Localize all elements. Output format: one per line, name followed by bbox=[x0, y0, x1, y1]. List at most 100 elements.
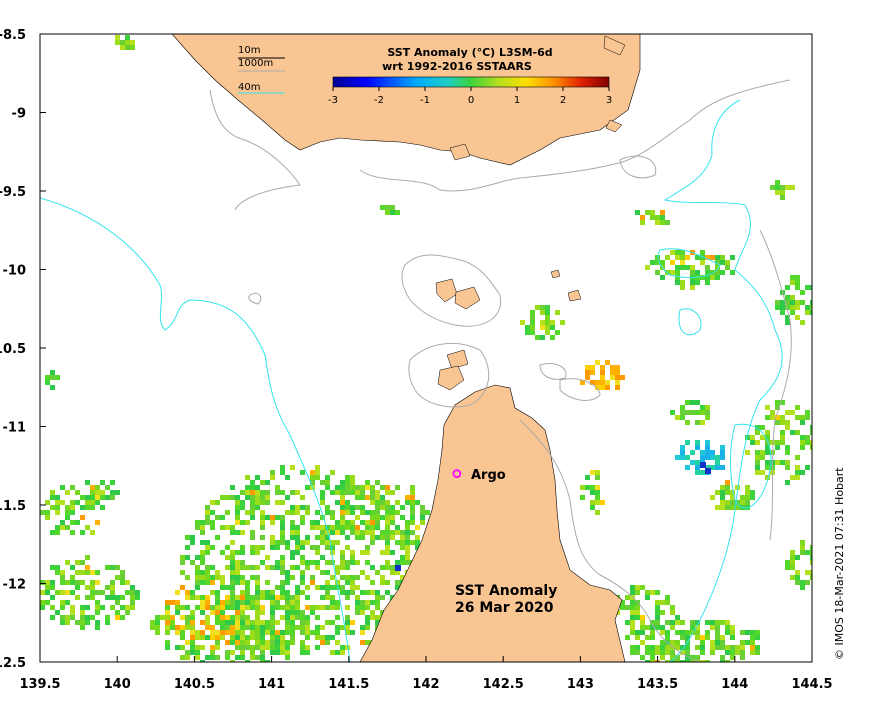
sst-pixel bbox=[660, 610, 665, 615]
sst-pixel bbox=[260, 605, 265, 610]
sst-pixel bbox=[245, 635, 250, 640]
sst-pixel bbox=[400, 575, 405, 580]
sst-pixel bbox=[810, 285, 812, 290]
sst-pixel bbox=[275, 565, 280, 570]
sst-pixel bbox=[355, 610, 360, 615]
sst-pixel bbox=[215, 600, 220, 605]
sst-pixel bbox=[95, 610, 100, 615]
sst-pixel bbox=[365, 620, 370, 625]
sst-pixel bbox=[70, 485, 75, 490]
sst-pixel bbox=[325, 585, 330, 590]
sst-pixel bbox=[285, 610, 290, 615]
x-tick-label: 142.5 bbox=[483, 677, 524, 692]
sst-pixel bbox=[235, 630, 240, 635]
sst-pixel bbox=[255, 635, 260, 640]
sst-pixel bbox=[695, 400, 700, 405]
sst-pixel bbox=[725, 625, 730, 630]
sst-pixel bbox=[345, 620, 350, 625]
sst-pixel bbox=[180, 655, 185, 660]
sst-pixel bbox=[345, 475, 350, 480]
sst-pixel bbox=[95, 620, 100, 625]
sst-pixel bbox=[410, 485, 415, 490]
sst-pixel bbox=[300, 630, 305, 635]
sst-pixel bbox=[375, 490, 380, 495]
sst-pixel bbox=[265, 625, 270, 630]
sst-pixel bbox=[590, 380, 595, 385]
sst-pixel bbox=[690, 660, 695, 662]
sst-pixel bbox=[655, 270, 660, 275]
sst-pixel bbox=[700, 255, 705, 260]
sst-pixel bbox=[805, 580, 810, 585]
sst-pixel bbox=[235, 610, 240, 615]
sst-pixel bbox=[95, 490, 100, 495]
sst-pixel bbox=[670, 270, 675, 275]
sst-pixel bbox=[290, 490, 295, 495]
sst-pixel bbox=[90, 595, 95, 600]
colorbar-tick-label: 2 bbox=[560, 95, 566, 106]
sst-pixel bbox=[790, 275, 795, 280]
sst-pixel bbox=[640, 585, 645, 590]
sst-pixel bbox=[80, 615, 85, 620]
sst-pixel bbox=[790, 305, 795, 310]
sst-pixel bbox=[425, 510, 430, 515]
sst-pixel bbox=[600, 500, 605, 505]
sst-pixel bbox=[105, 485, 110, 490]
sst-pixel bbox=[45, 585, 50, 590]
sst-pixel bbox=[170, 620, 175, 625]
sst-pixel bbox=[785, 565, 790, 570]
sst-pixel bbox=[325, 560, 330, 565]
sst-pixel bbox=[705, 450, 710, 455]
sst-pixel bbox=[250, 530, 255, 535]
sst-pixel bbox=[95, 520, 100, 525]
sst-pixel bbox=[310, 470, 315, 475]
sst-pixel bbox=[255, 610, 260, 615]
sst-pixel bbox=[105, 585, 110, 590]
sst-pixel bbox=[785, 185, 790, 190]
sst-pixel bbox=[715, 455, 720, 460]
sst-pixel bbox=[545, 320, 550, 325]
sst-pixel bbox=[250, 635, 255, 640]
sst-pixel bbox=[315, 475, 320, 480]
sst-pixel bbox=[240, 545, 245, 550]
sst-pixel bbox=[300, 625, 305, 630]
sst-pixel bbox=[350, 620, 355, 625]
sst-pixel bbox=[90, 530, 95, 535]
sst-pixel bbox=[555, 310, 560, 315]
sst-pixel bbox=[215, 535, 220, 540]
sst-pixel bbox=[705, 630, 710, 635]
sst-pixel bbox=[675, 265, 680, 270]
sst-pixel bbox=[665, 220, 670, 225]
sst-pixel bbox=[180, 635, 185, 640]
sst-pixel bbox=[175, 600, 180, 605]
sst-pixel bbox=[790, 475, 795, 480]
sst-pixel bbox=[215, 645, 220, 650]
sst-pixel bbox=[705, 275, 710, 280]
sst-pixel bbox=[695, 470, 700, 475]
sst-pixel bbox=[280, 490, 285, 495]
sst-pixel bbox=[295, 510, 300, 515]
sst-pixel bbox=[640, 220, 645, 225]
sst-pixel bbox=[810, 550, 812, 555]
sst-pixel bbox=[385, 590, 390, 595]
sst-pixel bbox=[700, 645, 705, 650]
sst-pixel bbox=[310, 545, 315, 550]
sst-pixel bbox=[320, 490, 325, 495]
sst-pixel bbox=[695, 280, 700, 285]
sst-pixel bbox=[675, 415, 680, 420]
sst-pixel bbox=[815, 560, 820, 565]
sst-pixel bbox=[225, 510, 230, 515]
sst-pixel bbox=[615, 370, 620, 375]
sst-pixel bbox=[345, 480, 350, 485]
sst-pixel bbox=[800, 580, 805, 585]
sst-pixel bbox=[380, 495, 385, 500]
sst-pixel bbox=[65, 560, 70, 565]
sst-pixel bbox=[605, 380, 610, 385]
sst-pixel bbox=[705, 468, 711, 474]
sst-pixel bbox=[215, 610, 220, 615]
sst-pixel bbox=[55, 565, 60, 570]
sst-pixel bbox=[335, 605, 340, 610]
sst-pixel bbox=[745, 450, 750, 455]
sst-pixel bbox=[260, 655, 265, 660]
sst-pixel bbox=[655, 590, 660, 595]
